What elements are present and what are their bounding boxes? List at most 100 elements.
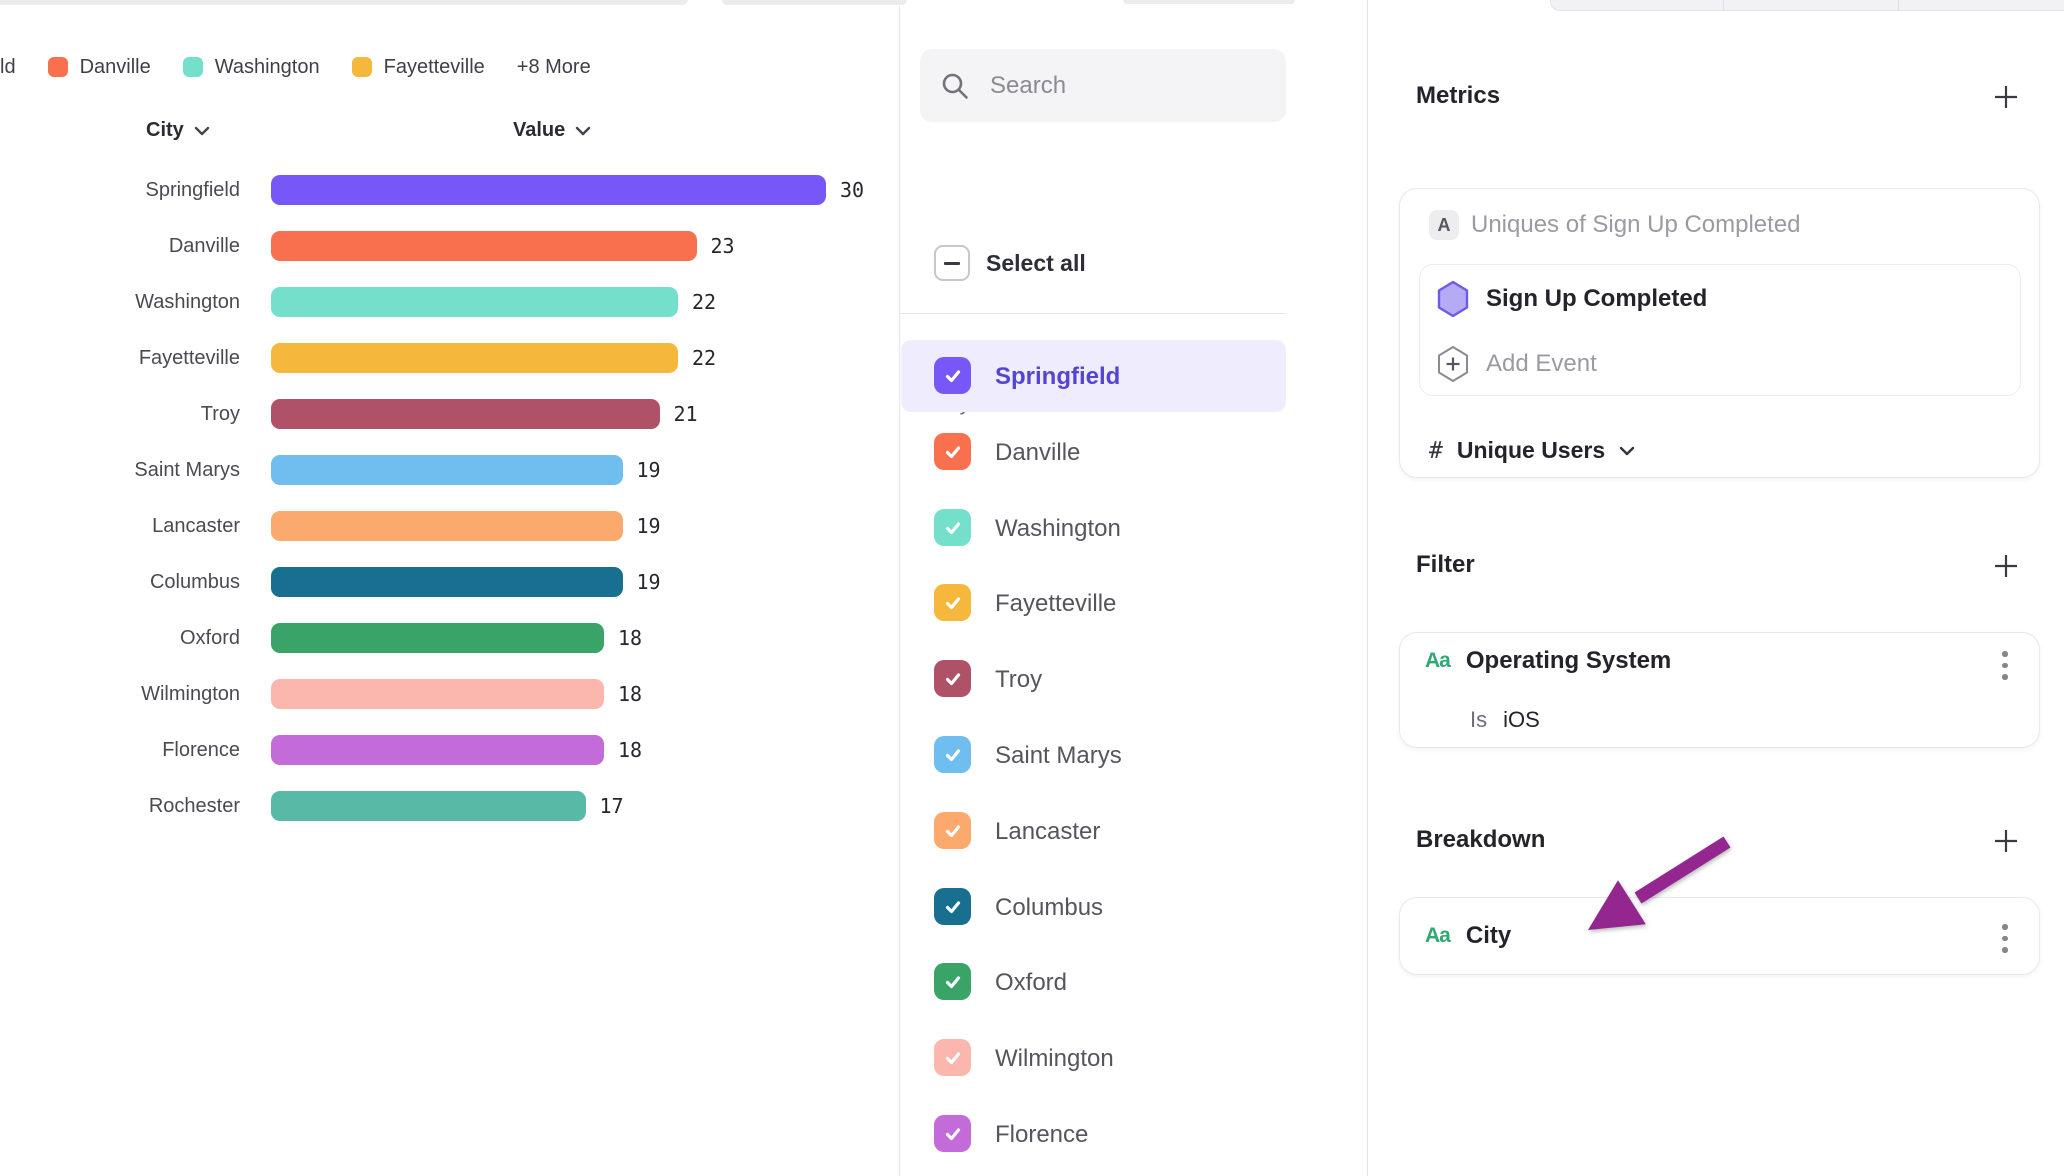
city-row[interactable]: Troy [901, 643, 1286, 715]
sort-by-value-header[interactable]: Value [513, 119, 591, 142]
checkmark-icon [945, 445, 960, 458]
city-checkbox[interactable] [934, 509, 971, 546]
chart-bar-value: 21 [673, 402, 698, 426]
city-checkbox[interactable] [934, 433, 971, 470]
metric-summary-row[interactable]: A Uniques of Sign Up Completed [1429, 210, 1801, 240]
city-row[interactable]: Springfield [901, 340, 1286, 412]
segment[interactable] [1724, 0, 1899, 10]
search-input[interactable]: Search [920, 49, 1286, 122]
legend-item[interactable]: ld [0, 56, 16, 79]
breakdown-property-row[interactable]: Aa City [1425, 922, 1511, 950]
add-event-hexagon-icon [1438, 346, 1468, 382]
chart-row-label: Springfield [145, 179, 240, 201]
legend-swatch [351, 57, 372, 77]
legend-item[interactable]: Danville [47, 56, 151, 79]
plus-icon [1995, 555, 2017, 577]
search-icon [942, 73, 968, 99]
chart-row-label: Washington [135, 291, 240, 313]
chart-row: Florence 18 [0, 735, 899, 765]
chart-row-label: Columbus [149, 571, 240, 593]
chart-bar-value: 18 [618, 626, 643, 650]
filter-condition-row[interactable]: Is iOS [1470, 707, 1540, 733]
chart-bar[interactable] [271, 735, 604, 765]
legend-item[interactable]: +8 More [517, 56, 591, 79]
top-toolbar-sliver [0, 0, 688, 5]
chart-bar[interactable] [271, 287, 678, 317]
city-checkbox[interactable] [934, 660, 971, 697]
legend-label: +8 More [516, 55, 591, 78]
city-row[interactable]: Florence [901, 1098, 1286, 1170]
legend-swatch [182, 57, 203, 77]
city-checkbox[interactable] [934, 736, 971, 773]
add-breakdown-button[interactable] [1991, 826, 2021, 856]
chart-bar[interactable] [271, 399, 660, 429]
city-row[interactable]: Lancaster [901, 795, 1286, 867]
panel-divider [1367, 0, 1368, 1176]
city-checkbox[interactable] [934, 1039, 971, 1076]
city-row[interactable]: Danville [901, 416, 1286, 488]
chart-bar[interactable] [271, 567, 623, 597]
city-checkbox[interactable] [934, 584, 971, 621]
city-row-label: Fayetteville [995, 590, 1117, 617]
chart-bar[interactable] [271, 175, 826, 205]
chart-bar[interactable] [271, 455, 623, 485]
measure-dropdown[interactable]: # Unique Users [1429, 437, 1635, 464]
city-checkbox[interactable] [934, 357, 971, 394]
chart-bar[interactable] [271, 623, 604, 653]
event-name: Sign Up Completed [1486, 285, 1708, 312]
legend-item[interactable]: Washington [182, 56, 320, 79]
chart-row: Fayetteville 22 [0, 343, 899, 373]
chart-bar-value: 23 [710, 234, 735, 258]
city-row[interactable]: Washington [901, 492, 1286, 564]
chart-bar-value: 18 [618, 682, 643, 706]
chart-row-label: Danville [168, 235, 240, 257]
chart-bar[interactable] [271, 231, 697, 261]
city-checkbox[interactable] [934, 1115, 971, 1152]
segment[interactable] [1551, 0, 1724, 10]
event-card: Sign Up Completed Add Event [1419, 264, 2021, 396]
chart-bar-value: 30 [840, 178, 865, 202]
select-all-row[interactable]: Select all [934, 245, 1086, 281]
city-column-label: City [146, 119, 184, 141]
chart-bar[interactable] [271, 343, 678, 373]
city-row[interactable]: Wilmington [901, 1022, 1286, 1094]
city-checkbox[interactable] [934, 963, 971, 1000]
chart-row-label: Wilmington [141, 683, 240, 705]
city-row-label: Washington [995, 515, 1121, 542]
add-filter-button[interactable] [1991, 551, 2021, 581]
chart-row: Troy 21 [0, 399, 899, 429]
city-row[interactable]: Columbus [901, 871, 1286, 943]
chart-bar[interactable] [271, 511, 623, 541]
city-row[interactable]: Fayetteville [901, 567, 1286, 639]
breakdown-section-title: Breakdown [1416, 826, 1546, 853]
city-row[interactable]: Saint Marys [901, 719, 1286, 791]
chart-row-label: Saint Marys [134, 459, 240, 481]
city-checkbox[interactable] [934, 888, 971, 925]
chart-type-segmented-control[interactable] [1550, 0, 2064, 11]
legend-item[interactable]: Fayetteville [351, 56, 485, 79]
select-all-checkbox[interactable] [934, 245, 970, 281]
breakdown-more-menu[interactable] [1993, 924, 2017, 953]
metrics-section-title: Metrics [1416, 82, 1501, 109]
city-row-label: Lancaster [995, 818, 1101, 845]
event-row[interactable]: Sign Up Completed [1436, 280, 1707, 318]
checkmark-icon [945, 521, 960, 534]
legend-label: ld [0, 55, 16, 78]
plus-icon [1995, 86, 2017, 108]
chart-row-label: Lancaster [152, 515, 240, 537]
filter-property-row[interactable]: Aa Operating System [1425, 647, 1671, 675]
text-property-icon: Aa [1425, 924, 1451, 947]
sort-by-city-header[interactable]: City [146, 119, 210, 142]
add-event-row[interactable]: Add Event [1436, 345, 1597, 383]
filter-more-menu[interactable] [1993, 651, 2017, 680]
city-row[interactable]: Oxford [901, 946, 1286, 1018]
chart-bar[interactable] [271, 791, 586, 821]
chart-bar-value: 17 [599, 794, 624, 818]
metric-summary-label: Uniques of Sign Up Completed [1471, 211, 1801, 238]
text-property-icon: Aa [1425, 649, 1451, 672]
city-row-label: Oxford [995, 969, 1068, 996]
add-metric-button[interactable] [1991, 82, 2021, 112]
chart-bar[interactable] [271, 679, 604, 709]
city-checkbox[interactable] [934, 812, 971, 849]
